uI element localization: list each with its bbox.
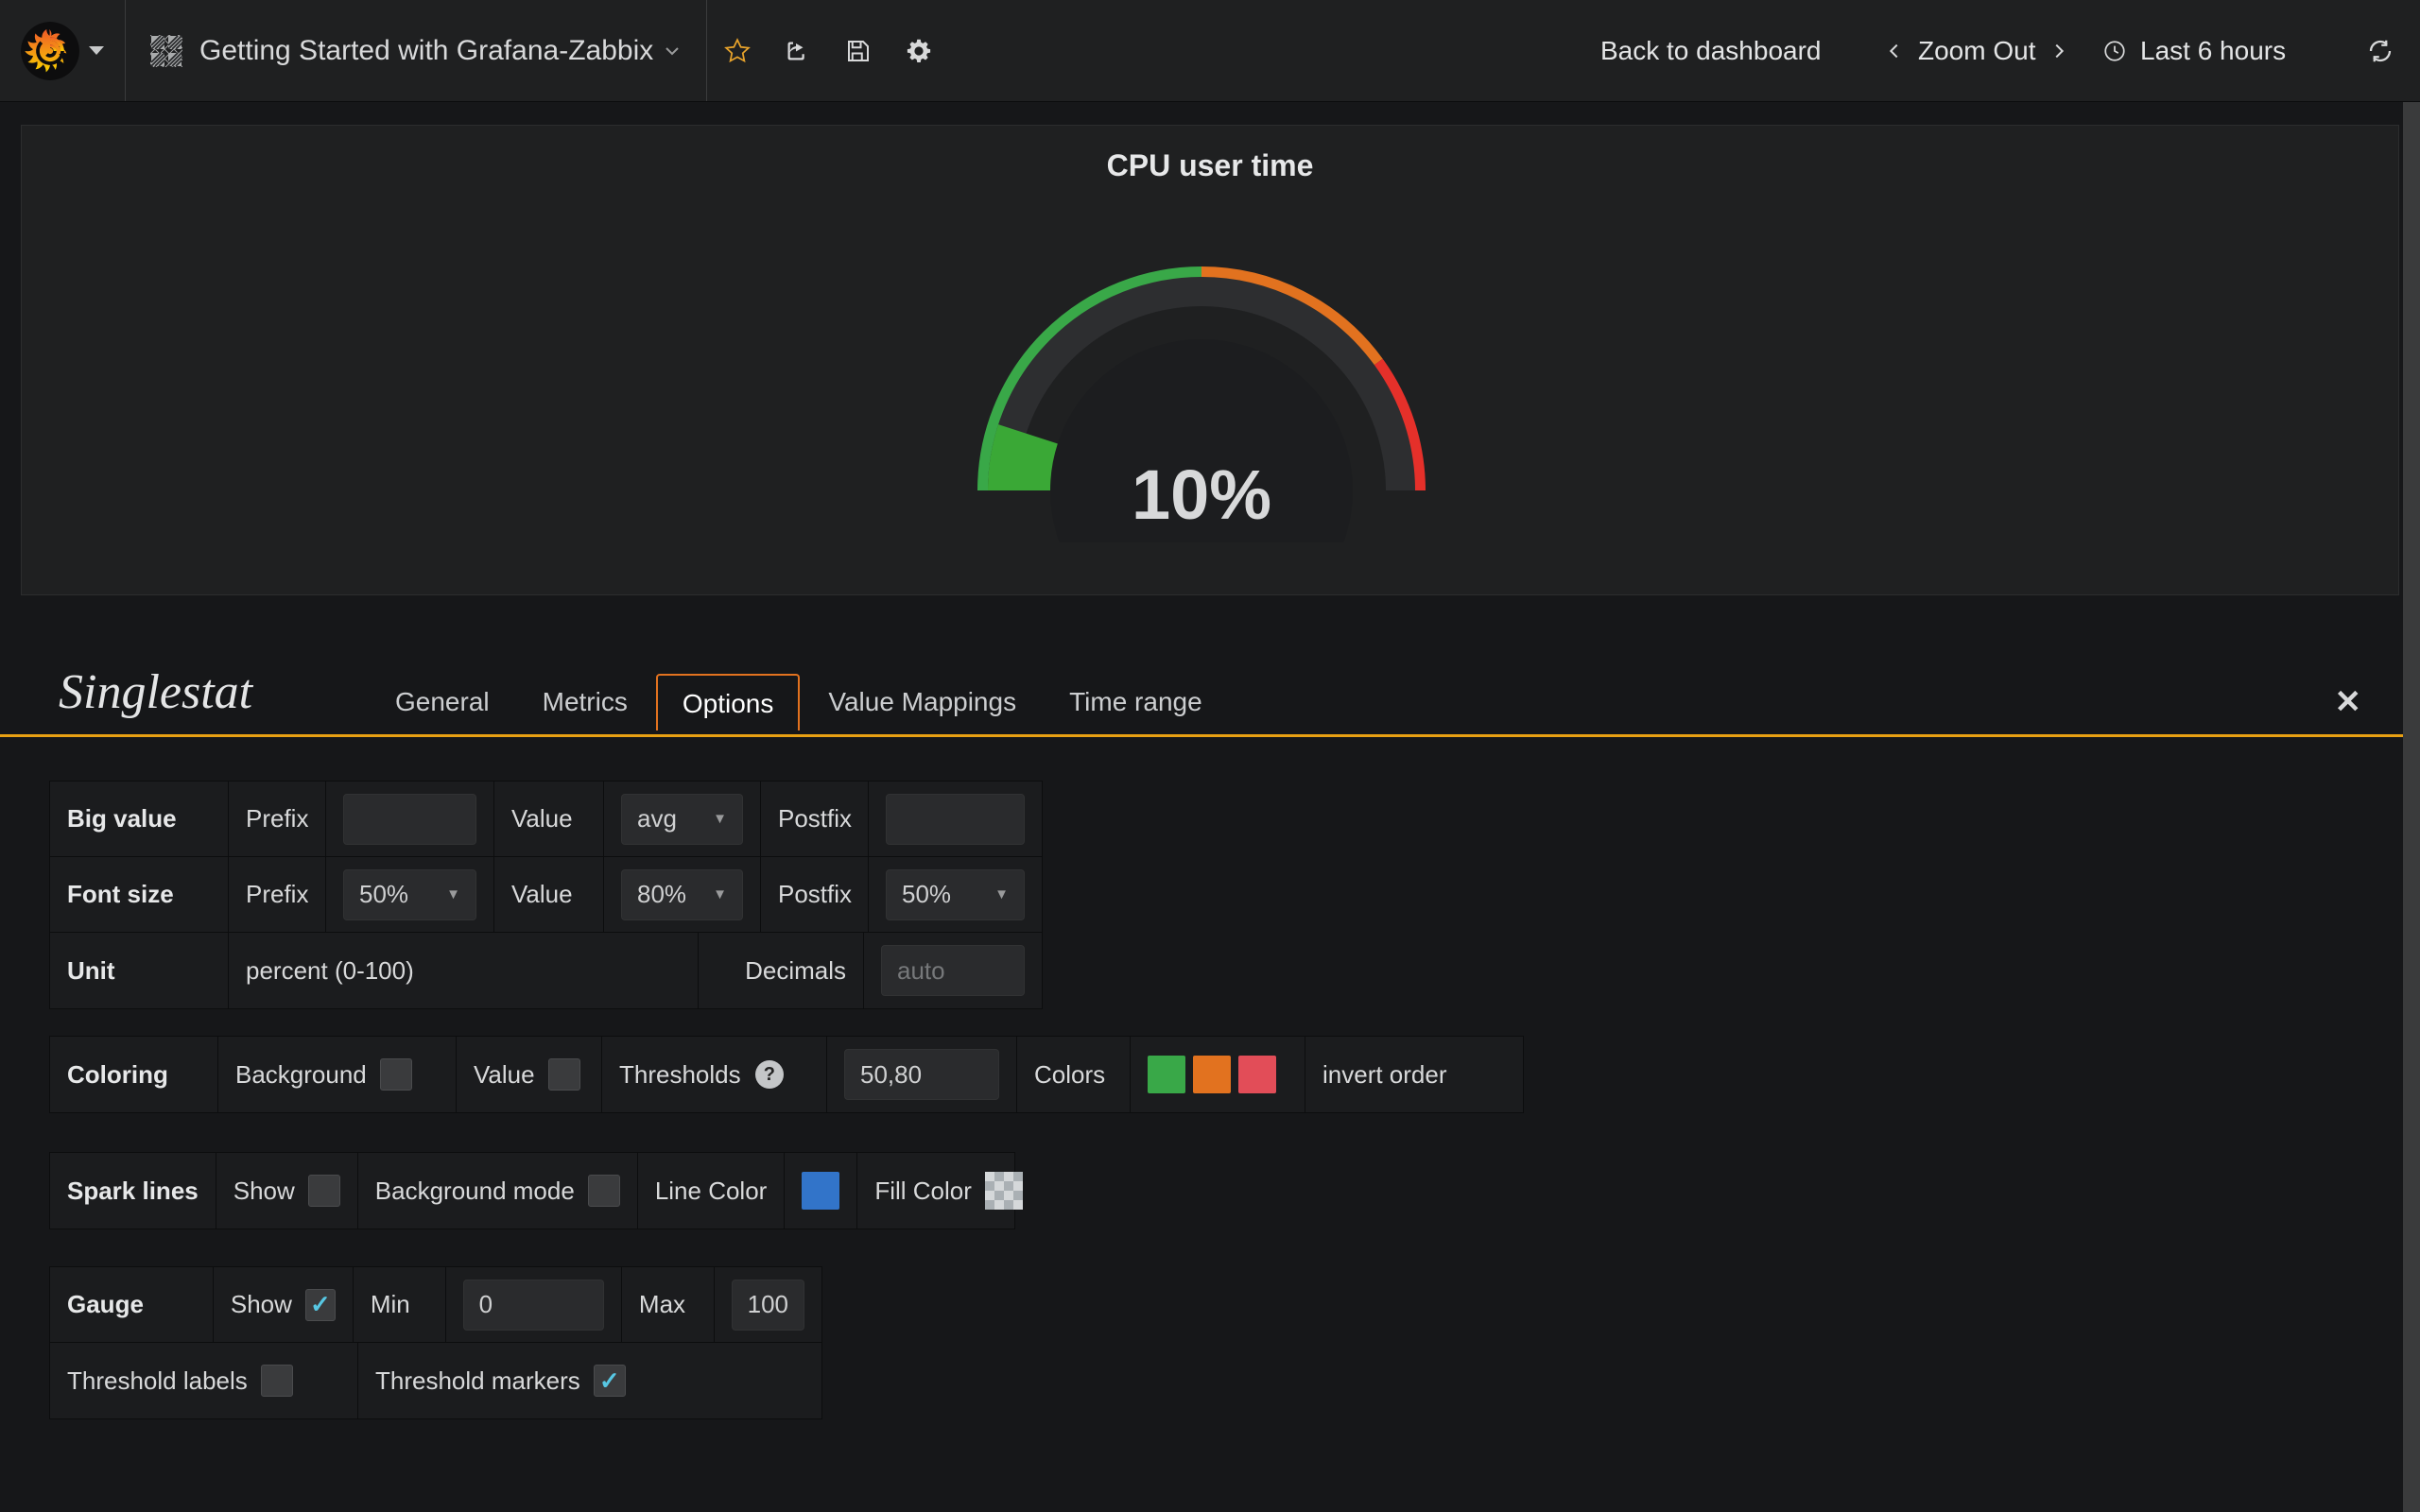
svg-text:10%: 10% — [1132, 455, 1271, 534]
